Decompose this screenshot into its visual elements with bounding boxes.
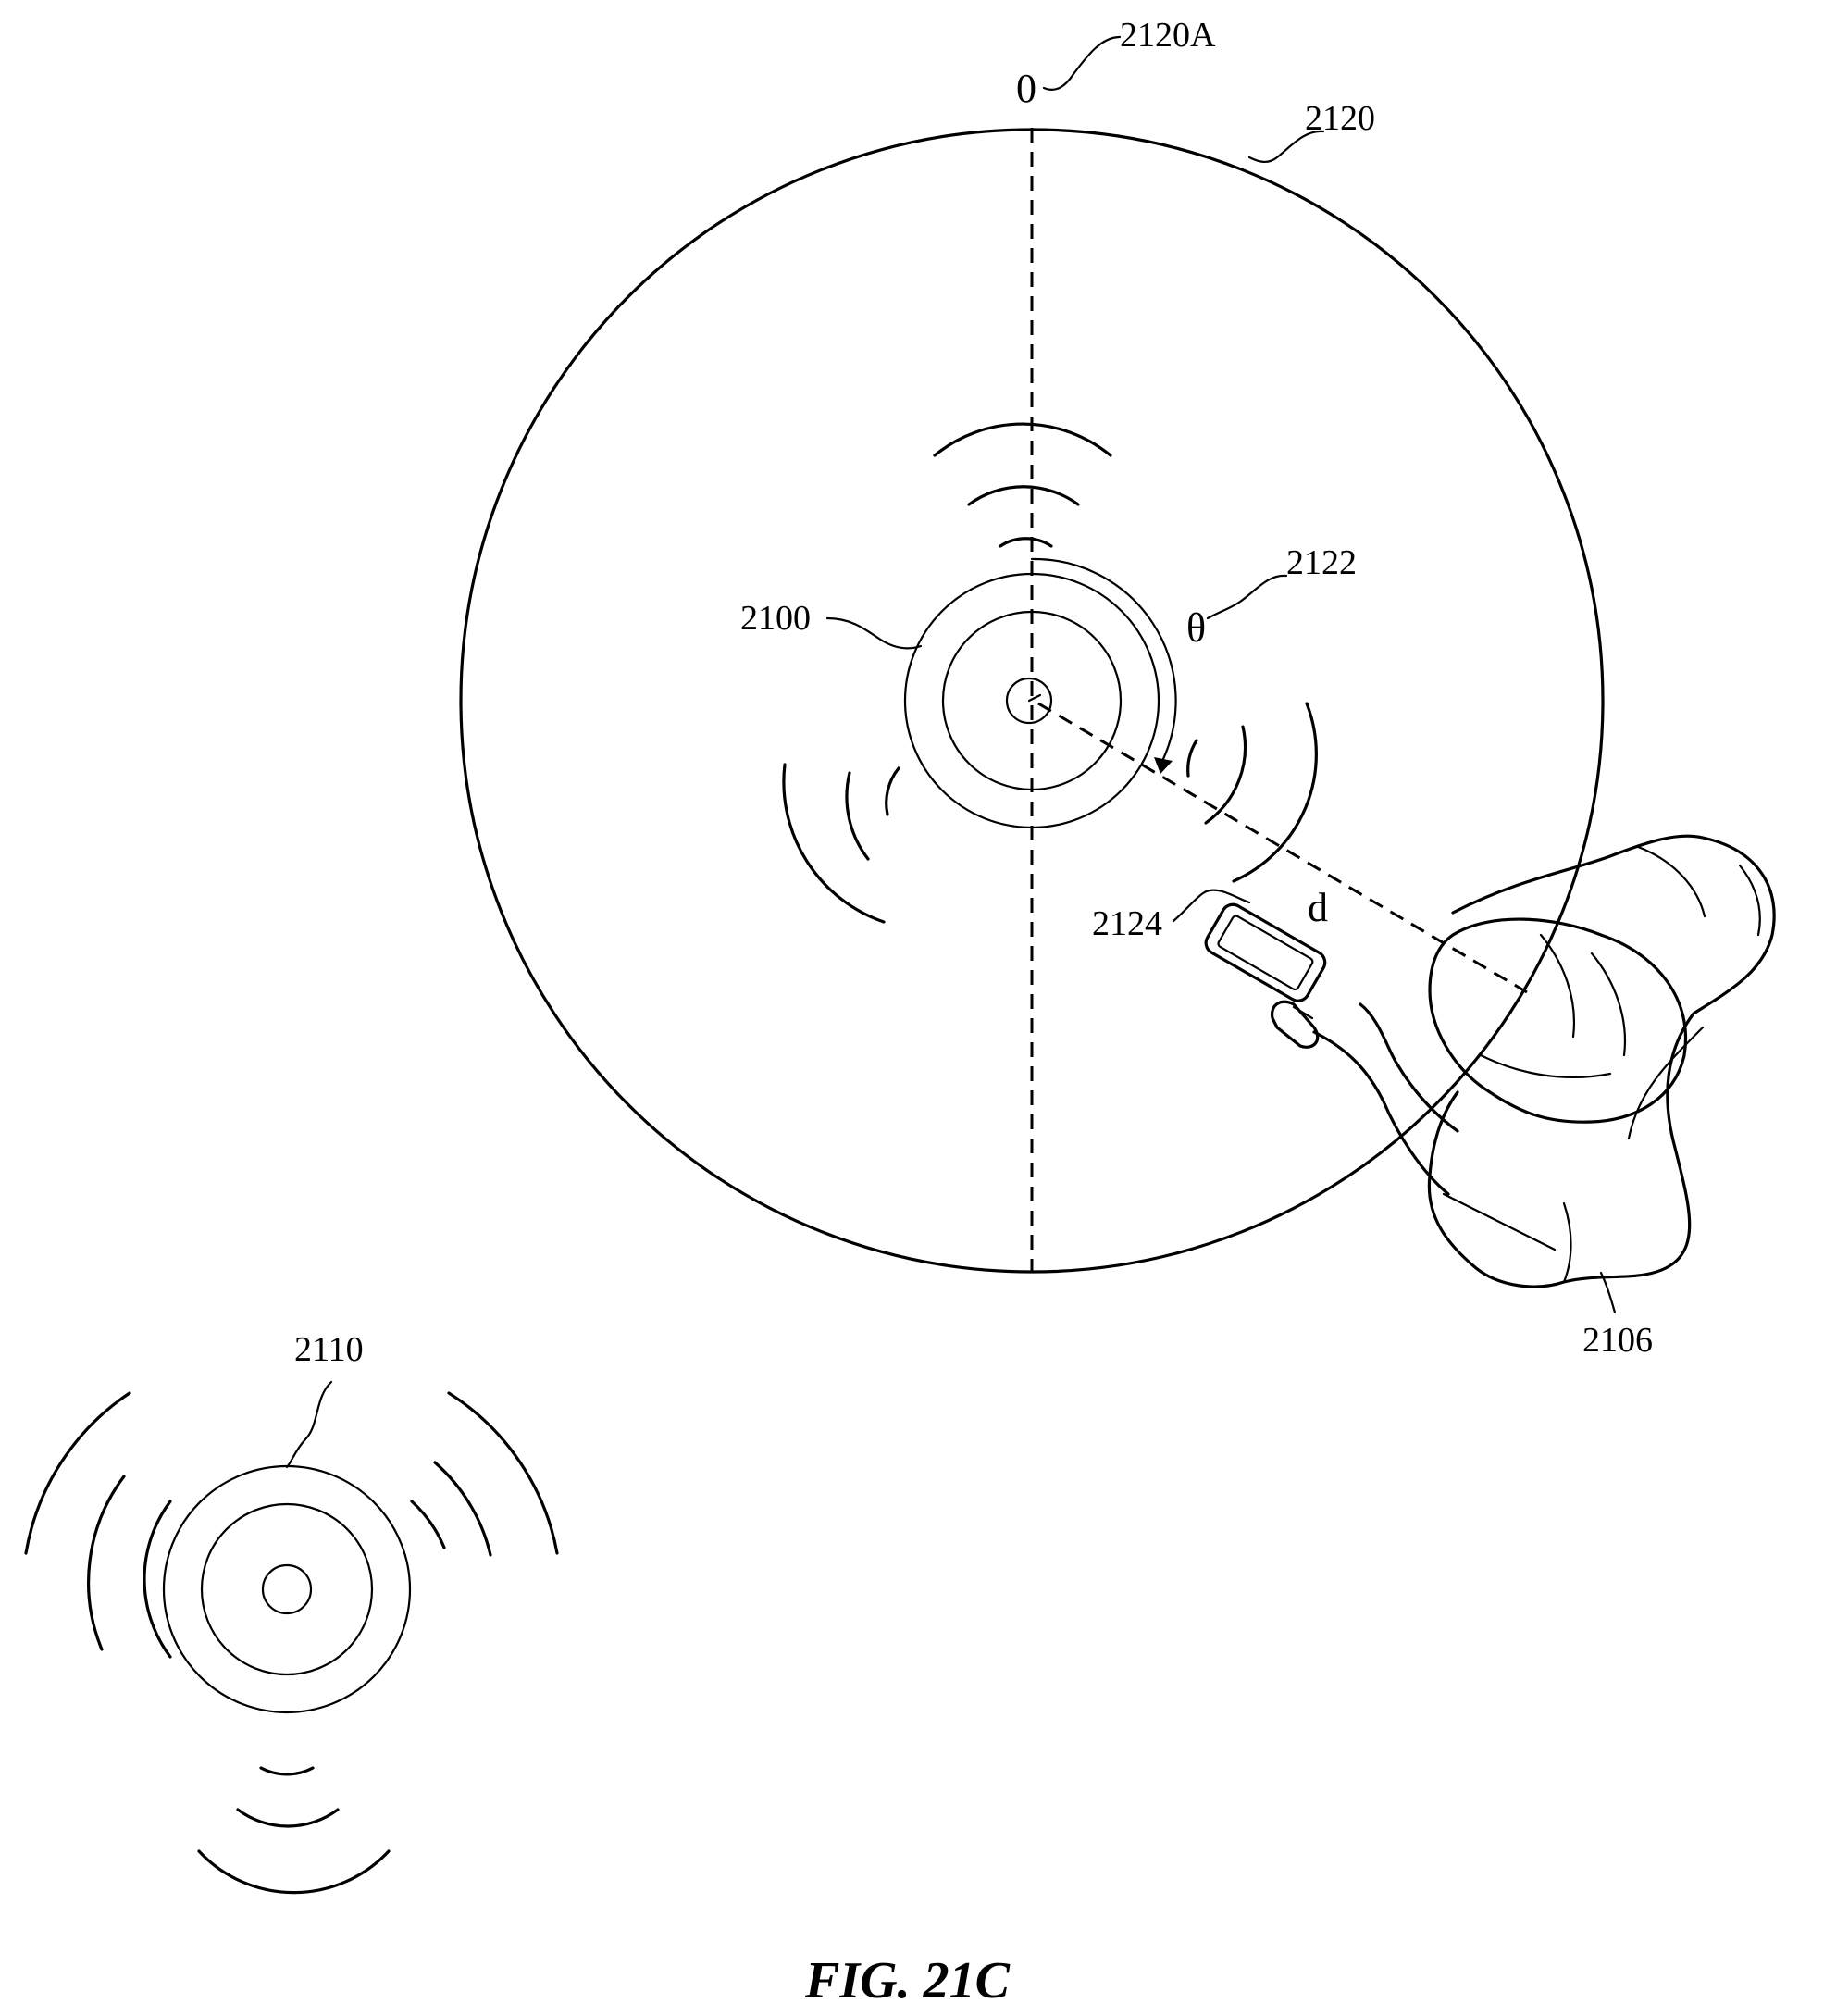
leader-2122 <box>1208 576 1286 618</box>
leader-2110 <box>287 1382 331 1467</box>
theta-symbol: θ <box>1186 605 1206 651</box>
primary-device-left-waves <box>784 765 899 922</box>
distance-line <box>1038 703 1527 992</box>
label-2100: 2100 <box>740 599 811 638</box>
label-2110: 2110 <box>294 1330 364 1369</box>
distance-symbol: d <box>1308 885 1328 930</box>
secondary-device-right-waves <box>412 1393 557 1555</box>
label-2106: 2106 <box>1582 1321 1653 1360</box>
user-figure <box>1272 836 1775 1287</box>
label-2124: 2124 <box>1092 904 1162 943</box>
primary-device-top-waves <box>935 424 1111 546</box>
secondary-device-left-waves <box>26 1393 170 1657</box>
leader-2100 <box>827 618 921 648</box>
label-2120A: 2120A <box>1120 16 1216 55</box>
figure-caption: FIG. 21C <box>804 1952 1011 2010</box>
secondary-device <box>164 1466 410 1712</box>
primary-device-right-waves <box>1188 703 1317 881</box>
leader-2120A <box>1044 37 1120 90</box>
leader-2106 <box>1601 1273 1615 1313</box>
label-2122: 2122 <box>1286 543 1357 582</box>
leader-lines <box>287 37 1615 1467</box>
zero-mark: 0 <box>1016 66 1036 111</box>
label-2120: 2120 <box>1305 99 1375 138</box>
angle-arrowhead <box>1154 757 1173 774</box>
primary-device <box>905 574 1159 828</box>
secondary-device-bottom-waves <box>199 1768 389 1893</box>
